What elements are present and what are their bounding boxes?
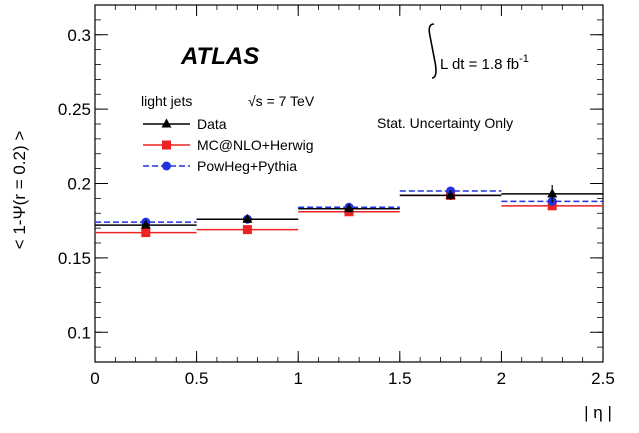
legend-entry: PowHeg+Pythia xyxy=(143,158,297,174)
legend-marker xyxy=(162,140,171,150)
legend-entry: Data xyxy=(143,116,227,132)
legend: Data MC@NLO+Herwig PowHeg+Pythia xyxy=(143,116,314,174)
legend-entry: MC@NLO+Herwig xyxy=(143,137,314,153)
x-axis-label: | η | xyxy=(584,403,612,422)
uncertainty-label: Stat. Uncertainty Only xyxy=(377,115,513,131)
data-point xyxy=(242,225,252,235)
axis-ticks: 0 0.5 1 1.5 2 2.5 0.1 0.15 0.2 0.25 0.3 xyxy=(58,4,615,388)
legend-marker xyxy=(161,118,172,128)
legend-marker xyxy=(162,161,171,171)
y-tick-label: 0.25 xyxy=(58,100,91,119)
series-mc-nlo-herwig xyxy=(95,190,603,238)
data-point xyxy=(242,213,253,223)
y-tick-label: 0.2 xyxy=(67,175,91,194)
y-tick-label: 0.3 xyxy=(67,26,91,45)
y-tick-label: 0.15 xyxy=(58,249,91,268)
x-tick-label: 0 xyxy=(90,369,99,388)
data-point xyxy=(140,219,151,229)
experiment-label: ATLAS xyxy=(180,43,259,70)
y-axis-label: < 1-Ψ(r = 0.2) > xyxy=(10,131,29,250)
data-point xyxy=(445,189,456,199)
integral-icon xyxy=(428,23,437,79)
legend-label: Data xyxy=(197,116,227,132)
plot-area: 0 0.5 1 1.5 2 2.5 0.1 0.15 0.2 0.25 0.3 xyxy=(58,4,615,388)
series-data xyxy=(95,184,603,229)
x-tick-label: 0.5 xyxy=(185,369,209,388)
series-layer xyxy=(95,184,603,238)
data-point xyxy=(547,188,558,198)
x-tick-label: 2 xyxy=(497,369,506,388)
luminosity-label: L dt = 1.8 fb-1 xyxy=(440,53,529,73)
x-tick-label: 2.5 xyxy=(591,369,615,388)
energy-label: √s = 7 TeV xyxy=(248,93,315,109)
legend-label: PowHeg+Pythia xyxy=(197,158,297,174)
legend-label: MC@NLO+Herwig xyxy=(197,137,314,153)
x-tick-label: 1.5 xyxy=(388,369,412,388)
data-point xyxy=(344,203,354,213)
y-tick-label: 0.1 xyxy=(67,323,91,342)
sample-label: light jets xyxy=(141,93,192,109)
x-tick-label: 1 xyxy=(293,369,302,388)
data-point xyxy=(141,228,151,238)
